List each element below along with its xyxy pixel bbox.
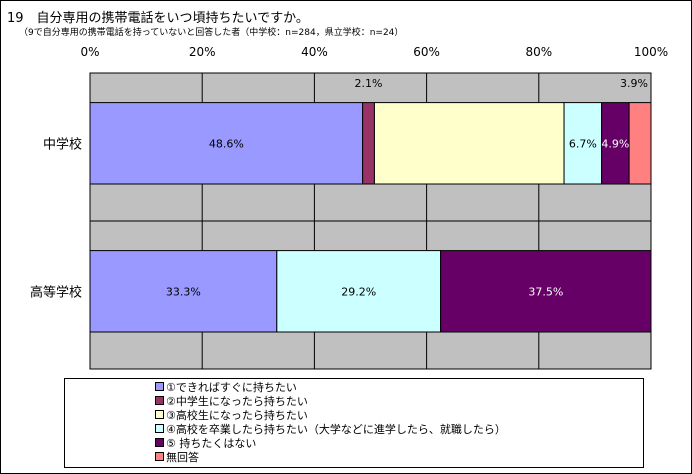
bar-segment [373,102,565,185]
data-label: 48.6% [209,137,244,150]
legend-swatch [155,396,164,405]
chart-legend: ①できればすぐに持ちたい ②中学生になったら持ちたい ③高校生になったら持ちたい ④高… [64,378,644,468]
data-label: 2.1% [355,77,383,90]
legend-swatch [155,410,164,419]
data-label: 33.3% [166,285,201,298]
bar-segment [628,102,652,185]
legend-label: 無回答 [166,450,199,464]
legend-label: ⑤ 持ちたくはない [166,436,257,450]
bar-segment [89,250,278,333]
x-tick-label: 100% [634,45,668,59]
category-label: 高等学校 [30,284,82,300]
bar-segment [276,250,442,333]
legend-item: 無回答 [155,450,199,464]
x-tick-label: 60% [413,45,440,59]
data-label: 37.5% [528,285,563,298]
legend-item: ①できればすぐに持ちたい [155,380,297,394]
data-label: 3.9% [620,77,648,90]
legend-item: ③高校生になったら持ちたい [155,408,308,422]
legend-label: ④高校を卒業したら持ちたい（大学などに進学したら、就職したら） [166,422,506,436]
chart-subtitle: （9で自分専用の携帯電話を持っていないと回答した者（中学校：n=284，県立学校… [19,28,404,38]
legend-swatch [155,382,164,391]
legend-label: ①できればすぐに持ちたい [166,380,297,394]
legend-label: ②中学生になったら持ちたい [166,394,308,408]
bar-segment [362,102,375,185]
bar-segment [89,102,364,185]
data-label: 29.2% [341,285,376,298]
chart-title: 19 自分専用の携帯電話をいつ頃持ちたいですか。 [7,11,309,26]
x-tick-label: 80% [525,45,552,59]
data-label: 6.7% [569,137,597,150]
x-tick-label: 0% [80,45,99,59]
legend-swatch [155,424,164,433]
legend-swatch [155,452,164,461]
x-tick-label: 20% [189,45,216,59]
legend-swatch [155,438,164,447]
legend-label: ③高校生になったら持ちたい [166,408,308,422]
legend-item: ⑤ 持ちたくはない [155,436,257,450]
bar-segment [440,250,652,333]
legend-item: ④高校を卒業したら持ちたい（大学などに進学したら、就職したら） [155,422,506,436]
category-label: 中学校 [43,136,82,152]
data-label: 4.9% [601,137,629,150]
legend-item: ②中学生になったら持ちたい [155,394,308,408]
x-tick-label: 40% [301,45,328,59]
